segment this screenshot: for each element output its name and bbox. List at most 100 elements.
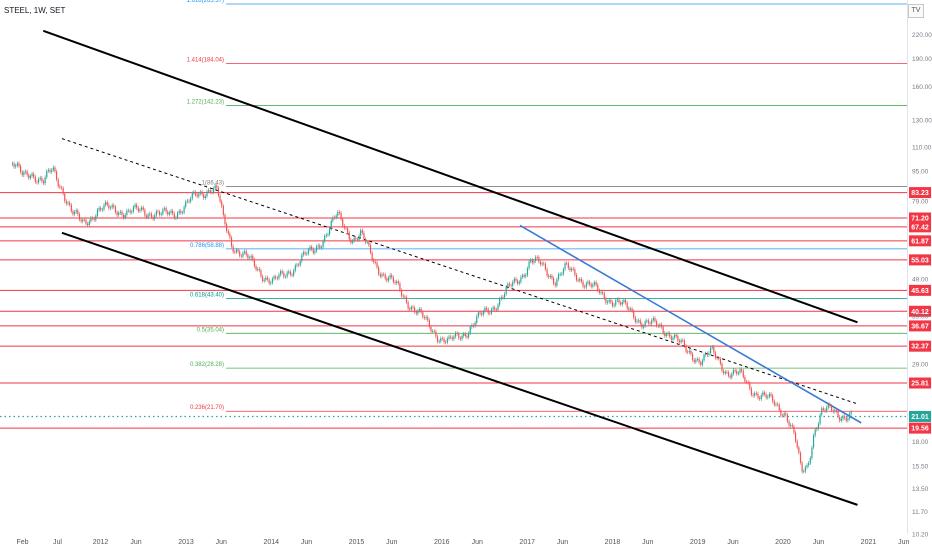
price-candle	[641, 323, 643, 328]
price-candle	[441, 338, 444, 340]
price-candle	[98, 207, 100, 210]
level-badge-label: 71.20	[911, 215, 929, 222]
price-candle	[821, 408, 823, 415]
price-candle	[93, 218, 95, 220]
price-candle	[479, 312, 481, 314]
price-candle	[248, 257, 251, 259]
price-candle	[219, 195, 221, 202]
price-candle	[126, 210, 128, 215]
price-candle	[803, 471, 805, 473]
price-candle	[750, 388, 753, 395]
price-candle	[373, 259, 375, 263]
x-tick-label: Jul	[53, 539, 62, 546]
price-candle	[832, 410, 834, 412]
price-candle	[384, 274, 386, 279]
fib-label: 1.272(142.23)	[187, 99, 224, 105]
price-candle	[196, 194, 198, 197]
price-candle	[28, 175, 30, 179]
price-candle	[42, 181, 45, 184]
price-candle	[432, 331, 434, 332]
price-candle	[428, 320, 430, 327]
price-candle	[199, 191, 202, 194]
level-badge-label: 32.37	[911, 344, 929, 351]
x-tick-label: Jun	[472, 539, 483, 546]
price-candle	[181, 212, 184, 214]
price-candle	[580, 279, 583, 282]
price-candle	[149, 213, 151, 215]
price-candle	[404, 296, 406, 298]
price-candle	[654, 318, 656, 322]
price-candle	[342, 219, 344, 226]
price-candle	[456, 332, 458, 334]
price-candle	[266, 277, 269, 280]
price-candle	[41, 177, 43, 182]
y-tick-label: 49.00	[912, 276, 929, 283]
price-candle	[355, 237, 357, 240]
y-tick-label: 39.00	[912, 313, 929, 320]
price-candle	[837, 411, 839, 417]
x-tick-label: 2014	[263, 539, 279, 546]
price-candle	[412, 307, 414, 308]
price-candle	[31, 173, 33, 176]
price-candle	[222, 206, 224, 215]
price-candle	[255, 266, 257, 270]
price-candle	[775, 404, 777, 405]
price-candle	[356, 239, 359, 241]
price-candle	[20, 165, 22, 172]
price-candle	[495, 309, 497, 311]
x-tick-label: Jun	[557, 539, 568, 546]
price-candle	[335, 215, 337, 218]
tradingview-logo[interactable]: TV	[908, 4, 924, 18]
price-candle	[525, 275, 527, 277]
price-candle	[726, 371, 728, 373]
trendline-resistance[interactable]	[519, 224, 862, 424]
price-candle	[286, 272, 288, 277]
price-candle	[557, 274, 560, 280]
price-candle	[170, 210, 172, 213]
trendline-channel-mid[interactable]	[61, 138, 858, 405]
level-badge-label: 40.12	[911, 309, 929, 316]
price-candle	[706, 353, 708, 355]
price-candle	[70, 204, 72, 212]
price-candle	[618, 299, 620, 303]
price-candle	[232, 246, 234, 252]
price-candle	[291, 274, 293, 276]
level-badge	[909, 284, 931, 296]
price-candle	[626, 302, 628, 309]
price-candle	[378, 267, 380, 275]
x-tick-label: Feb	[16, 539, 28, 546]
price-candle	[158, 211, 161, 215]
price-candle	[250, 256, 252, 258]
price-candle	[302, 252, 305, 255]
x-tick-label: 2013	[178, 539, 194, 546]
price-candle	[623, 299, 625, 302]
price-candle	[588, 281, 591, 285]
price-candle	[584, 286, 586, 288]
price-candle	[535, 257, 537, 261]
price-candle	[464, 333, 466, 336]
price-candle	[165, 208, 167, 212]
trendline-channel-upper[interactable]	[42, 29, 858, 324]
price-candle	[230, 237, 233, 247]
price-candle	[299, 261, 301, 266]
price-candle	[691, 353, 694, 360]
price-candle	[193, 191, 195, 194]
price-candle	[186, 200, 188, 202]
price-candle	[44, 177, 46, 184]
price-candle	[454, 332, 457, 337]
price-candle	[39, 177, 41, 179]
price-candle	[47, 170, 50, 172]
price-candle	[639, 320, 641, 324]
price-candle	[244, 251, 246, 253]
fib-label: 0.618(43.40)	[190, 292, 224, 298]
trendline-channel-lower[interactable]	[61, 231, 858, 506]
price-candle	[544, 263, 547, 270]
price-candle	[24, 171, 27, 173]
price-candle	[602, 291, 604, 294]
price-candle	[531, 259, 533, 263]
price-candle	[64, 193, 66, 202]
price-candle	[474, 322, 476, 326]
price-candle	[786, 414, 789, 422]
